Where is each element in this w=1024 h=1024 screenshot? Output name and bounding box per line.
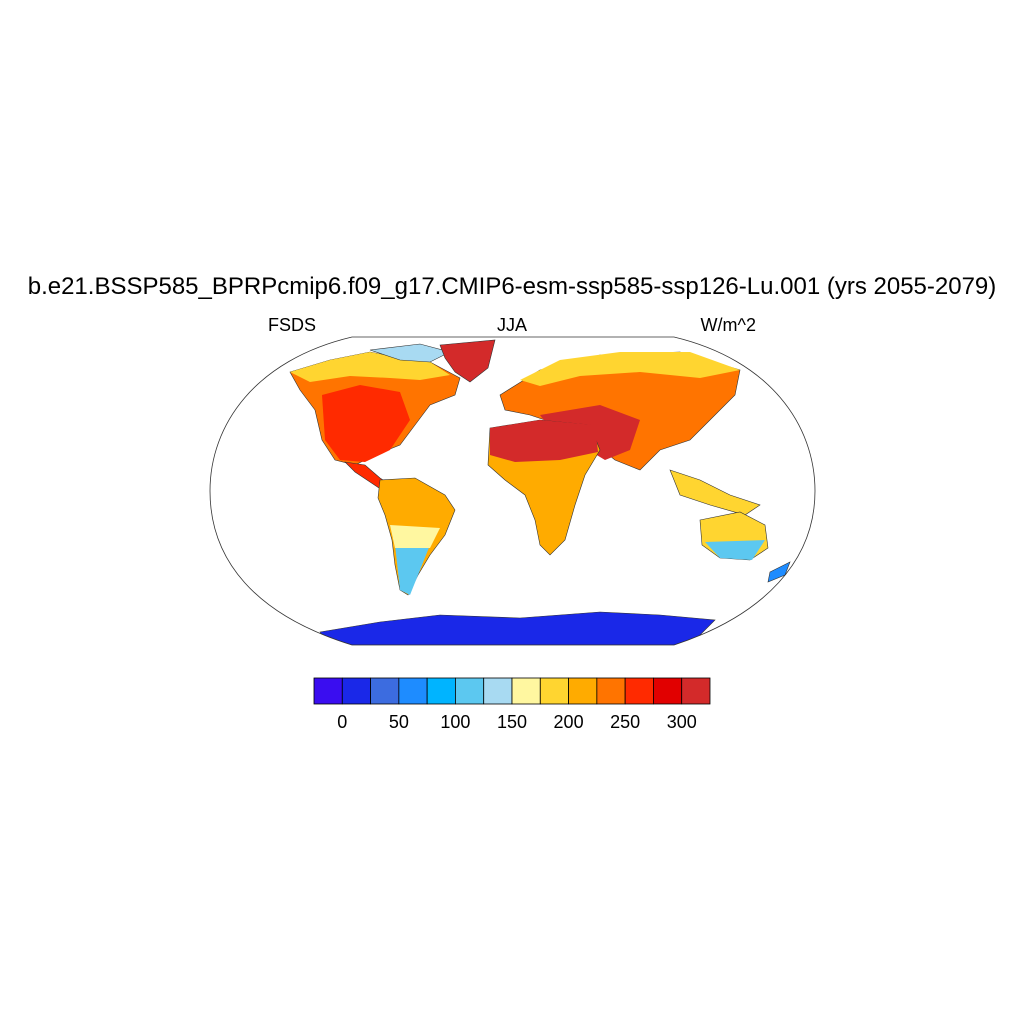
- colorbar-box: [341, 677, 371, 705]
- colorbar-box: [370, 677, 400, 705]
- plot-title: b.e21.BSSP585_BPRPcmip6.f09_g17.CMIP6-es…: [27, 273, 997, 300]
- colorbar-box: [539, 677, 569, 705]
- colorbar-box: [653, 677, 683, 705]
- colorbar-box: [455, 677, 485, 705]
- canadian-arctic-islands: [369, 343, 451, 363]
- colorbar-box: [624, 677, 654, 705]
- colorbar-box: [398, 677, 428, 705]
- colorbar-tick-label: 300: [667, 712, 697, 732]
- colorbar-box: [596, 677, 626, 705]
- units-label: W/m^2: [700, 315, 756, 335]
- colorbar-tick-label: 50: [389, 712, 409, 732]
- eurasia-north: [520, 352, 740, 386]
- colorbar-tick-label: 250: [610, 712, 640, 732]
- colorbar-box: [426, 677, 456, 705]
- colorbar-box: [483, 677, 513, 705]
- colorbar-box: [511, 677, 541, 705]
- southeast-asia-land: [669, 469, 761, 516]
- antarctica-land: [319, 611, 716, 645]
- colorbar-box: [313, 677, 343, 705]
- colorbar-tick-label: 200: [554, 712, 584, 732]
- sahara-desert: [490, 420, 598, 462]
- colorbar-tick-label: 100: [440, 712, 470, 732]
- season-label: JJA: [496, 315, 527, 335]
- south-america-mid: [390, 525, 440, 548]
- north-america-south: [322, 385, 410, 462]
- variable-label: FSDS: [268, 315, 317, 335]
- colorbar-box: [681, 677, 711, 705]
- colorbar-tick-label: 150: [497, 712, 527, 732]
- map-boundary: [209, 336, 816, 646]
- australia-south: [705, 540, 765, 560]
- greenland-land: [439, 339, 496, 383]
- colorbar-box: [568, 677, 598, 705]
- colorbar-tick-label: 0: [337, 712, 347, 732]
- south-america-south: [395, 545, 430, 595]
